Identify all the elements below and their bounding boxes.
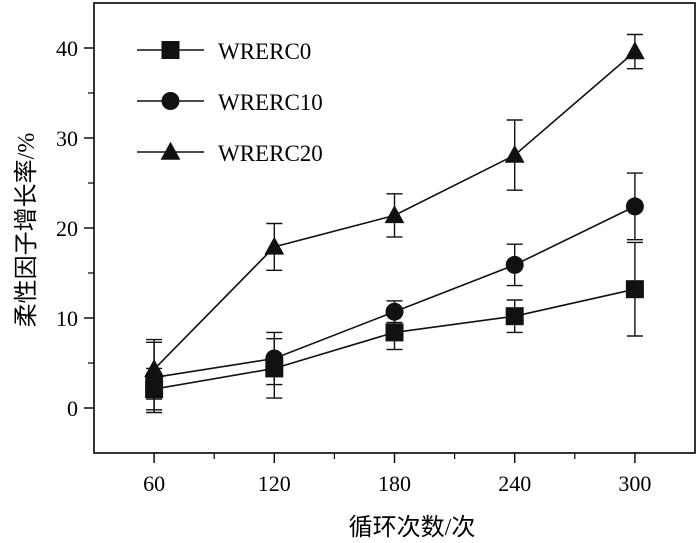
legend-marker (160, 141, 181, 160)
series-wrerc0 (145, 241, 644, 411)
legend-label: WRERC10 (218, 90, 323, 115)
data-point (505, 255, 524, 274)
series-layer (144, 33, 645, 414)
data-point (504, 144, 525, 163)
y-tick-label: 30 (56, 126, 78, 151)
legend: WRERC0 WRERC10 WRERC20 (137, 39, 323, 166)
data-point (264, 236, 285, 255)
x-tick-label: 60 (143, 471, 165, 496)
data-point (265, 349, 284, 368)
x-axis-label: 循环次数/次 (349, 514, 476, 541)
legend-marker (161, 92, 180, 110)
ticks: 60 120 180 240 300 0 10 20 30 40 (56, 36, 651, 496)
x-tick-label: 240 (498, 471, 531, 496)
data-point (505, 307, 524, 326)
data-point (385, 302, 404, 321)
legend-marker (161, 41, 180, 59)
y-tick-label: 40 (56, 36, 78, 61)
x-tick-label: 120 (258, 471, 291, 496)
y-tick-label: 0 (67, 396, 78, 421)
y-tick-label: 10 (56, 306, 78, 331)
legend-item-wrerc20: WRERC20 (137, 141, 323, 166)
data-point (144, 359, 164, 377)
series-wrerc20 (144, 33, 645, 400)
y-tick-label: 20 (56, 216, 78, 241)
legend-label: WRERC20 (218, 141, 323, 166)
data-point (384, 205, 405, 224)
data-point (625, 41, 645, 60)
data-point (385, 323, 404, 342)
legend-item-wrerc0: WRERC0 (137, 39, 311, 64)
x-tick-label: 180 (378, 471, 411, 496)
y-axis-label: 柔性因子增长率/% (13, 133, 40, 328)
legend-label: WRERC0 (218, 39, 311, 64)
data-point (625, 197, 644, 216)
legend-item-wrerc10: WRERC10 (137, 90, 323, 115)
x-tick-label: 300 (618, 471, 651, 496)
data-point (625, 280, 644, 299)
